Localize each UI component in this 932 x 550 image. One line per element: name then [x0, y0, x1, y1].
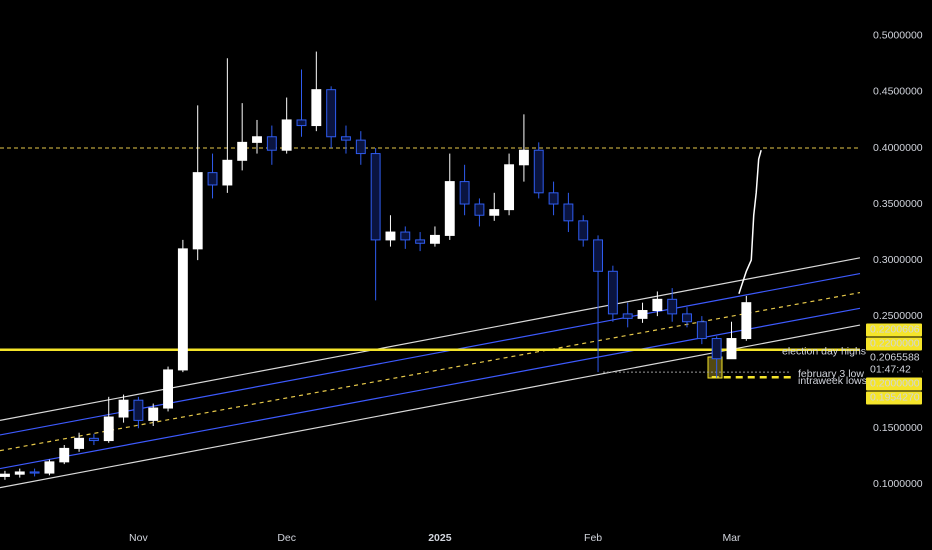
x-tick-label: Nov	[129, 532, 148, 544]
candle-body	[103, 416, 114, 442]
candle-body	[326, 89, 337, 138]
candle-body	[474, 203, 485, 216]
y-tick-label: 0.1500000	[873, 422, 923, 434]
candle-body	[385, 231, 396, 241]
candle-body	[14, 471, 25, 475]
price-label-box	[866, 323, 922, 337]
y-tick-label: 0.2500000	[873, 310, 923, 322]
price-label: 0.2200606	[870, 324, 920, 336]
y-tick-label: 0.4500000	[873, 86, 923, 98]
candle-body	[222, 159, 233, 186]
candle-body	[133, 399, 144, 421]
y-tick-label: 0.5000000	[873, 30, 923, 42]
y-tick-label: 0.4000000	[873, 142, 923, 154]
candle-body	[622, 313, 633, 319]
candle-body	[533, 149, 544, 194]
candle-body	[741, 302, 752, 340]
price-label: 0.2200000	[870, 338, 920, 350]
candle-body	[607, 270, 618, 315]
candle-body	[311, 89, 322, 127]
candle-body	[207, 172, 218, 186]
price-label: 0.1954270	[870, 392, 920, 404]
candle-body	[489, 209, 500, 216]
trend-line	[0, 307, 861, 470]
candle-body	[593, 239, 603, 272]
candle-body	[578, 220, 589, 241]
candle-body	[266, 136, 277, 151]
level-text: intraweek lows	[798, 375, 867, 387]
candle-body	[415, 239, 426, 244]
candle-body	[370, 153, 381, 241]
trend-line	[0, 257, 861, 421]
candle-body	[252, 136, 262, 143]
candle-body	[652, 298, 663, 312]
candle-body	[726, 338, 737, 360]
candle-body	[281, 119, 292, 151]
candle-body	[518, 149, 529, 166]
y-tick-label: 0.1000000	[873, 478, 923, 490]
candle-body	[341, 136, 351, 141]
candle-body	[118, 399, 129, 418]
price-label-box	[866, 391, 922, 405]
x-tick-label: 2025	[428, 532, 452, 544]
level-text: election day highs	[782, 346, 866, 358]
candle-body	[667, 298, 678, 315]
trend-line	[0, 291, 861, 452]
countdown: 01:47:42	[870, 364, 911, 376]
x-tick-label: Feb	[584, 532, 602, 544]
y-tick-label: 0.3000000	[873, 254, 923, 266]
candle-body	[459, 181, 470, 205]
candle-body	[711, 338, 722, 360]
x-tick-label: Dec	[277, 532, 296, 544]
candle-body	[148, 407, 159, 421]
price-label-box	[866, 377, 922, 391]
candle-body	[237, 141, 248, 161]
price-label: 0.2065588	[870, 352, 920, 364]
candle-body	[696, 321, 707, 340]
candle-body	[163, 369, 173, 409]
x-tick-label: Mar	[722, 532, 741, 544]
candle-body	[400, 231, 411, 241]
candle-body	[429, 234, 440, 244]
candle-body	[504, 164, 515, 211]
price-label-box	[866, 351, 922, 378]
price-line	[738, 150, 762, 294]
candle-body	[682, 313, 692, 323]
candle-body	[29, 471, 40, 474]
price-label-box	[866, 337, 922, 351]
candle-body	[177, 248, 188, 371]
level-text: february 3 low	[798, 368, 864, 380]
candle-body	[563, 203, 574, 222]
highlight-box	[707, 356, 723, 379]
candle-body	[444, 181, 455, 236]
candle-body	[296, 119, 307, 127]
candle-body	[637, 310, 648, 319]
candle-body	[74, 437, 85, 449]
y-tick-label: 0.3500000	[873, 198, 923, 210]
candle-body	[44, 461, 55, 474]
price-label: 0.2000000	[870, 378, 920, 390]
candle-body	[88, 437, 99, 442]
candle-body	[192, 172, 203, 250]
candle-body	[355, 139, 366, 155]
candle-body	[59, 447, 70, 463]
candle-body	[548, 192, 559, 205]
candle-body	[0, 473, 10, 477]
